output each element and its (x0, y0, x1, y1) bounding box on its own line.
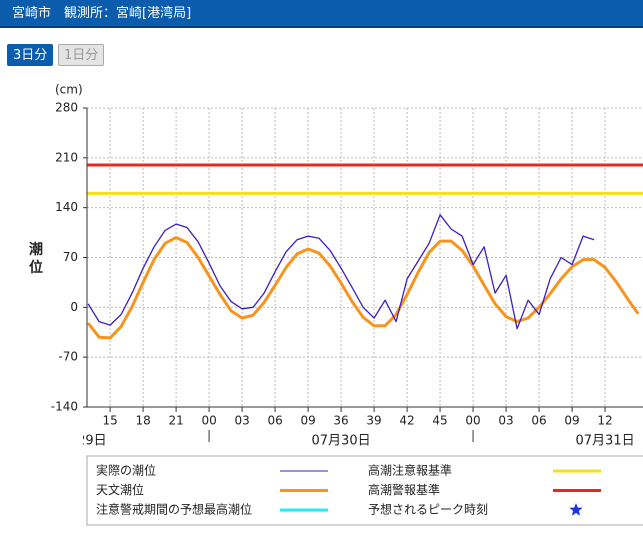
legend-label: 予想されるピーク時刻 (368, 502, 488, 517)
x-tick-label: 03 (498, 414, 513, 428)
y-tick-label: 210 (55, 150, 78, 164)
date-row: 07月29日 07月30日 07月31日 (48, 434, 635, 449)
x-tick-label: 15 (102, 414, 117, 428)
y-tick-label: 140 (55, 200, 78, 214)
unit-label: (cm) (55, 83, 83, 97)
date-label: 07月30日 (312, 434, 371, 449)
y-tick-label: 280 (55, 101, 78, 115)
x-tick-label: 12 (597, 414, 612, 428)
x-tick-label: 18 (135, 414, 150, 428)
y-tick-label: 0 (70, 300, 78, 314)
legend-box (86, 455, 643, 526)
legend-label: 注意警戒期間の予想最高潮位 (96, 502, 252, 517)
y-tick-label: -140 (51, 400, 78, 414)
x-tick-label: 03 (234, 414, 249, 428)
x-tick-label: 39 (366, 414, 381, 428)
y-tick-label: -70 (58, 350, 78, 364)
range-button[interactable]: 1日分 (58, 44, 105, 66)
x-tick-label: 21 (168, 414, 183, 428)
x-tick-label: 00 (201, 414, 216, 428)
x-tick-label: 36 (333, 414, 348, 428)
x-tick-label: 00 (465, 414, 480, 428)
series-line (87, 214, 595, 330)
legend-label: 高潮注意報基準 (368, 463, 452, 478)
legend-label: 高潮警報基準 (368, 482, 440, 497)
date-label: 07月29日 (48, 434, 107, 449)
legend-label: 天文潮位 (96, 482, 144, 497)
legend-swatch (569, 503, 583, 516)
date-label: 07月31日 (576, 434, 635, 449)
y-tick-label: 70 (63, 250, 78, 264)
x-tick-label: 06 (531, 414, 546, 428)
x-tick-label: 06 (267, 414, 282, 428)
x-tick-label: 45 (432, 414, 447, 428)
y-axis-label: 潮位 (29, 241, 43, 276)
header-title: 宮崎市 観測所：宮崎[港湾局] (0, 0, 643, 28)
legend-label: 実際の潮位 (96, 463, 156, 478)
plot (87, 163, 643, 340)
series-line (87, 236, 640, 340)
x-tick-label: 09 (564, 414, 579, 428)
range-button[interactable]: 3日分 (7, 44, 54, 66)
x-tick-label: 09 (300, 414, 315, 428)
x-tick-label: 42 (399, 414, 414, 428)
